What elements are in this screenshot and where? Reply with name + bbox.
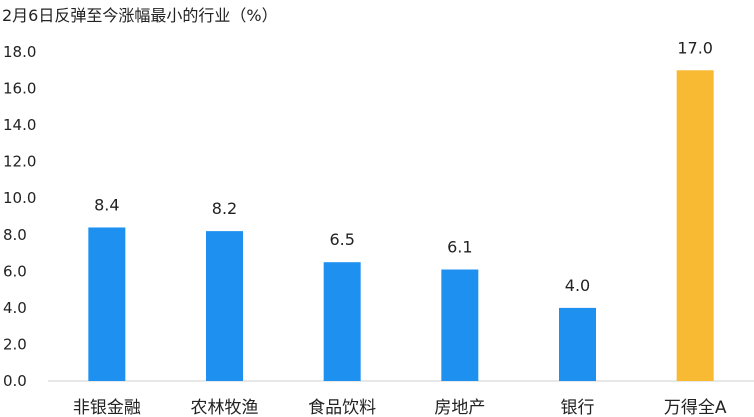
bar — [441, 269, 479, 381]
y-tick-label: 16.0 — [3, 80, 36, 98]
data-label: 6.1 — [447, 238, 472, 257]
data-label: 6.5 — [329, 230, 354, 249]
bar — [88, 227, 126, 381]
y-tick-label: 0.0 — [3, 372, 27, 390]
y-tick-label: 6.0 — [3, 262, 27, 280]
data-label: 17.0 — [677, 38, 713, 57]
y-tick-label: 10.0 — [3, 189, 36, 207]
y-tick-label: 4.0 — [3, 299, 27, 317]
y-tick-label: 2.0 — [3, 335, 27, 353]
category-label: 食品饮料 — [308, 398, 376, 417]
bar — [206, 231, 243, 381]
category-label: 万得全A — [664, 398, 727, 417]
category-label: 非银金融 — [73, 398, 141, 417]
bar — [559, 307, 596, 381]
bar — [676, 70, 714, 382]
y-tick-label: 12.0 — [3, 153, 36, 171]
category-label: 房地产 — [434, 398, 485, 417]
category-label: 农林牧渔 — [191, 398, 259, 417]
data-label: 4.0 — [565, 276, 590, 295]
chart-title: 2月6日反弹至今涨幅最小的行业（%） — [2, 6, 278, 25]
data-label: 8.4 — [94, 195, 119, 214]
bar — [323, 262, 361, 381]
category-label: 银行 — [561, 398, 595, 417]
data-label: 8.2 — [212, 199, 237, 218]
y-tick-label: 8.0 — [3, 226, 27, 244]
y-tick-label: 18.0 — [3, 43, 36, 61]
y-tick-label: 14.0 — [3, 116, 36, 134]
